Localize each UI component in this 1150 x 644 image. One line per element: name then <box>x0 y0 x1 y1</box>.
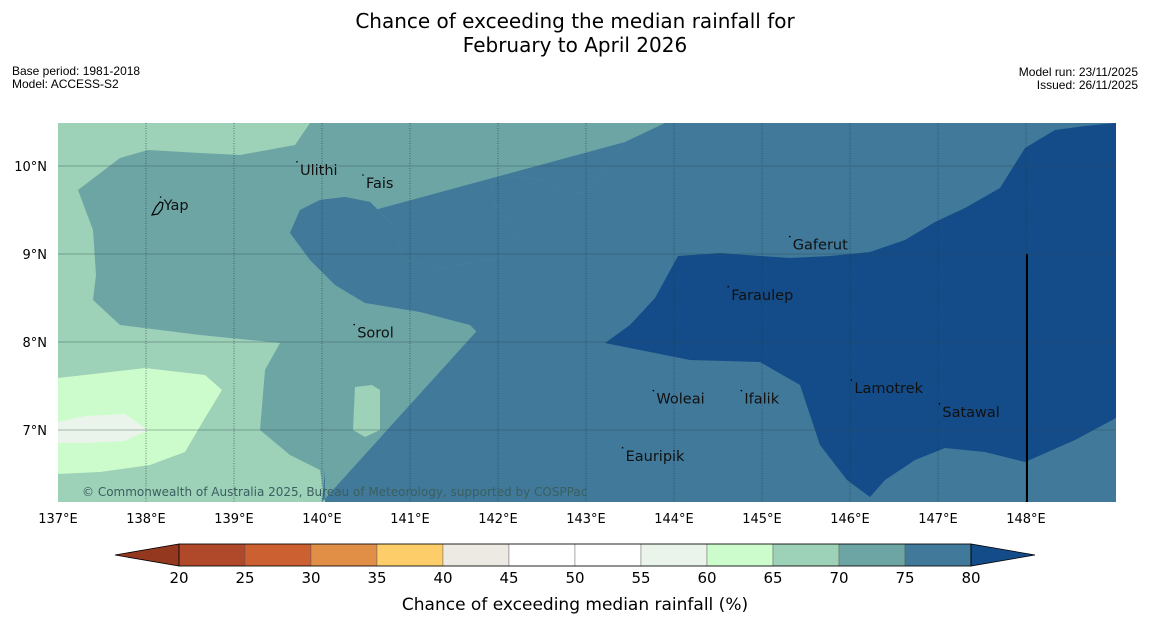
longitude-tick-labels: 137°E 138°E 139°E 140°E 141°E 142°E 143°E 144°E… <box>38 512 1046 527</box>
run-info: Model run: 23/11/2025 Issued: 26/11/2025 <box>1019 66 1138 92</box>
colorbar-segment <box>310 543 378 567</box>
colorbar-title: Chance of exceeding median rainfall (%) <box>402 595 748 615</box>
place-marker <box>621 447 624 449</box>
colorbar-under-arrow <box>114 543 180 567</box>
band-65-70-inset <box>353 385 380 437</box>
grid-lines <box>145 123 1027 502</box>
lat-tick-label: 10°N <box>14 160 47 175</box>
colorbar-tick-label: 60 <box>697 569 716 587</box>
lat-tick-label: 7°N <box>23 424 48 439</box>
lon-tick-label: 138°E <box>126 512 166 527</box>
colorbar-frame <box>178 543 972 567</box>
place-marker <box>850 379 853 381</box>
place-label: Eauripik <box>626 449 685 465</box>
colorbar-tick-label: 75 <box>895 569 914 587</box>
band-80-plus <box>605 123 1116 497</box>
colorbar-segment <box>574 543 642 567</box>
lon-tick-label: 146°E <box>830 512 870 527</box>
place-label: Yap <box>163 198 189 214</box>
probability-field <box>58 123 1116 502</box>
latitude-tick-labels: 10°N 9°N 8°N 7°N <box>14 160 47 439</box>
colorbar-tick-label: 25 <box>235 569 254 587</box>
colorbar-tick-label: 40 <box>433 569 452 587</box>
map-title-line-2: February to April 2026 <box>462 33 688 57</box>
place-label: Fais <box>366 176 393 192</box>
place-label: Sorol <box>357 326 394 342</box>
colorbar-tick-label: 45 <box>499 569 518 587</box>
colorbar-over-arrow <box>970 543 1036 567</box>
colorbar-segment <box>640 543 708 567</box>
lon-tick-label: 137°E <box>38 512 78 527</box>
lon-tick-label: 144°E <box>654 512 694 527</box>
place-marker <box>159 196 162 198</box>
yap-island-outline <box>150 201 164 216</box>
lon-tick-label: 139°E <box>214 512 254 527</box>
map-title-line-1: Chance of exceeding the median rainfall … <box>355 9 795 33</box>
base-period-label: Base period: 1981-2018 <box>12 64 141 78</box>
place-marker <box>362 174 364 176</box>
colorbar-tick-label: 30 <box>301 569 320 587</box>
colorbar-segment <box>904 543 972 567</box>
place-marker <box>353 323 356 326</box>
place-marker <box>652 389 655 392</box>
lon-tick-label: 145°E <box>742 512 782 527</box>
place-label: Lamotrek <box>854 381 923 397</box>
issued-label: Issued: 26/11/2025 <box>1036 78 1138 92</box>
place-label: Faraulep <box>731 288 793 304</box>
lon-tick-label: 147°E <box>918 512 958 527</box>
model-info: Base period: 1981-2018 Model: ACCESS-S2 <box>12 65 140 91</box>
place-marker <box>938 403 941 405</box>
colorbar-tick-label: 70 <box>829 569 848 587</box>
colorbar-segment <box>178 543 246 567</box>
colorbar-segment <box>376 543 444 567</box>
colorbar-segment <box>442 543 510 567</box>
colorbar-tick-label: 50 <box>565 569 584 587</box>
place-label: Satawal <box>942 405 999 421</box>
lat-grid-lines <box>58 165 1116 431</box>
lon-tick-label: 140°E <box>302 512 342 527</box>
colorbar-tick-label: 65 <box>763 569 782 587</box>
colorbar <box>114 543 1036 567</box>
band-60-65 <box>58 368 222 474</box>
colorbar-segment <box>244 543 312 567</box>
colorbar-segment <box>706 543 774 567</box>
lon-tick-label: 142°E <box>478 512 518 527</box>
model-run-label: Model run: 23/11/2025 <box>1018 65 1138 79</box>
place-label: Ulithi <box>300 163 338 179</box>
place-marker <box>727 285 729 288</box>
place-labels: Ulithi Fais Yap Gaferut Faraulep Sorol Lamotre… <box>159 161 1000 465</box>
lon-tick-label: 141°E <box>390 512 430 527</box>
band-55-60 <box>58 414 148 443</box>
place-marker <box>740 389 743 392</box>
lon-tick-label: 143°E <box>566 512 606 527</box>
lat-tick-label: 9°N <box>23 248 48 263</box>
place-label: Woleai <box>656 392 704 408</box>
colorbar-tick-label: 20 <box>169 569 188 587</box>
colorbar-segment <box>772 543 840 567</box>
map-title: Chance of exceeding the median rainfall … <box>0 9 1150 57</box>
copyright-notice: © Commonwealth of Australia 2025, Bureau… <box>82 485 587 499</box>
colorbar-segment <box>838 543 906 567</box>
lon-tick-label: 148°E <box>1006 512 1046 527</box>
place-label: Gaferut <box>793 238 848 254</box>
place-label: Ifalik <box>744 392 779 408</box>
lat-tick-label: 8°N <box>23 336 48 351</box>
colorbar-tick-label: 80 <box>961 569 980 587</box>
place-marker <box>789 235 791 238</box>
colorbar-tick-label: 55 <box>631 569 650 587</box>
colorbar-tick-label: 35 <box>367 569 386 587</box>
place-marker <box>296 161 298 163</box>
model-label: Model: ACCESS-S2 <box>12 77 119 91</box>
colorbar-tick-labels: 20 25 30 35 40 45 50 55 60 65 70 75 80 <box>169 569 980 587</box>
colorbar-segment <box>508 543 576 567</box>
